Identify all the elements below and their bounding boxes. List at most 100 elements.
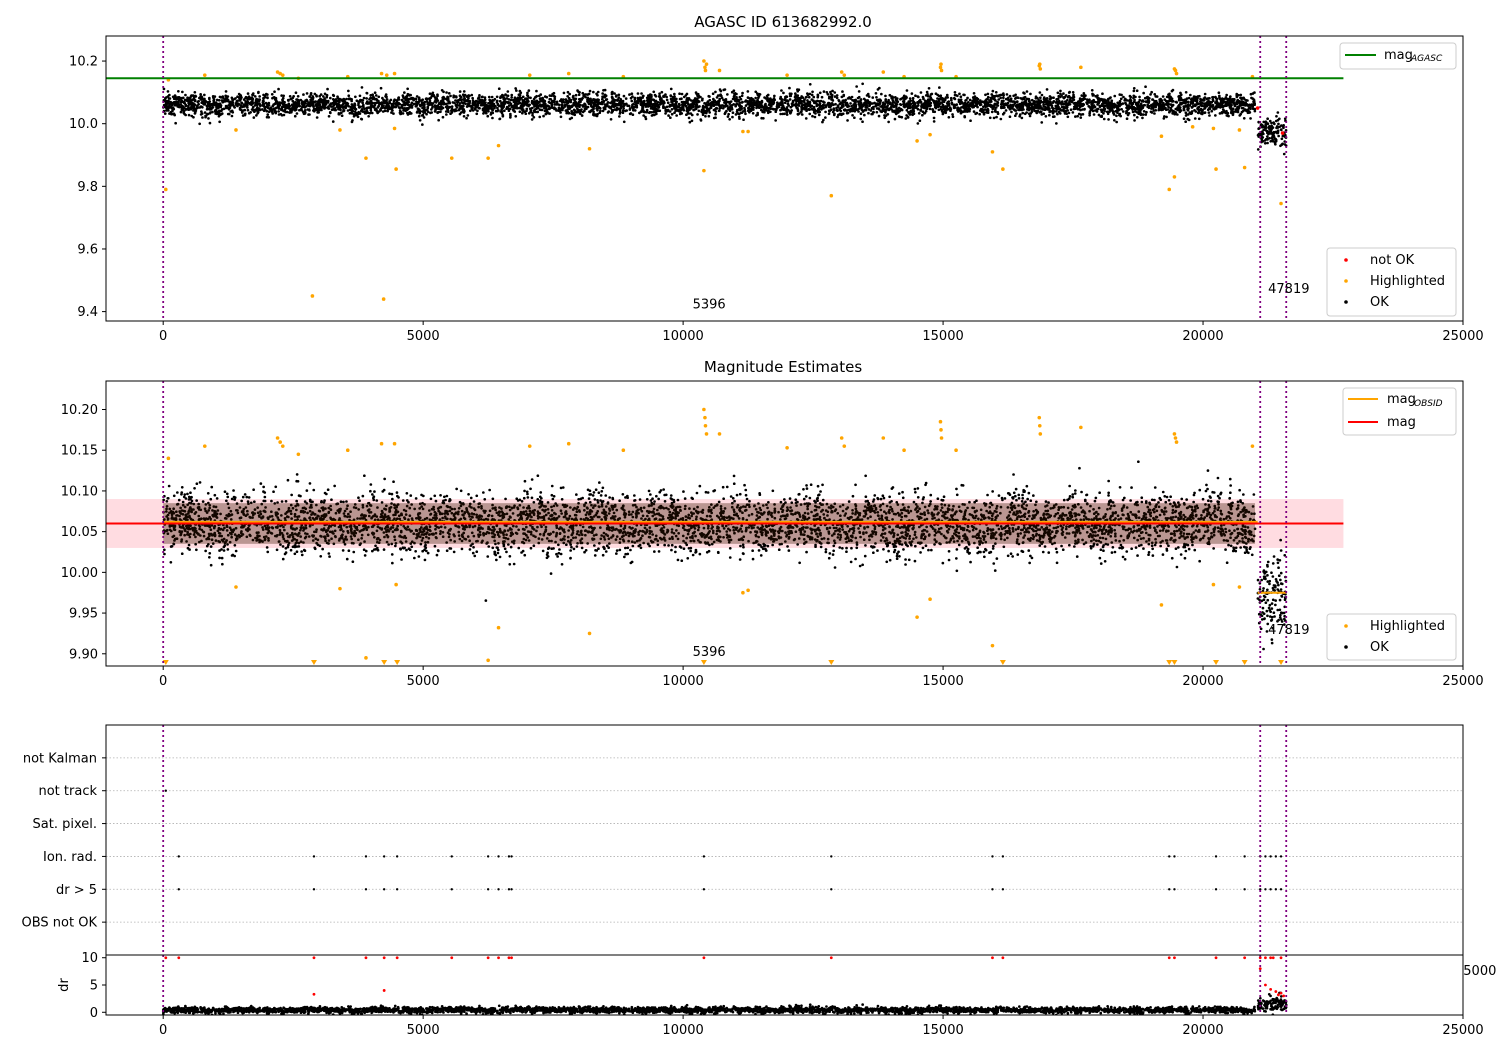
highlighted-point [392, 71, 397, 76]
highlighted-point [338, 586, 342, 591]
highlighted-point [278, 440, 282, 444]
x-tick-label: 25000 [1442, 674, 1483, 689]
flag-point [450, 855, 453, 858]
highlighted-point [704, 62, 709, 66]
panel-title: Magnitude Estimates [704, 358, 862, 376]
flag-point [830, 855, 833, 858]
flag-point [1279, 855, 1283, 858]
y-tick-label: 0 [90, 1006, 98, 1021]
highlighted-point [1037, 62, 1042, 66]
highlighted-point [939, 428, 943, 432]
highlighted-point [587, 631, 592, 636]
lower-limit-marker [1278, 660, 1285, 665]
highlighted-point [1173, 68, 1178, 73]
highlighted-point [717, 68, 722, 73]
highlighted-point [915, 139, 919, 143]
highlighted-point [939, 62, 943, 66]
not-ok-point [312, 956, 316, 960]
flag-point [364, 855, 368, 858]
y-tick-label: 10.10 [61, 484, 98, 499]
legend-marker-highlighted [1344, 279, 1348, 283]
flag-point [486, 855, 490, 858]
not-ok-point [1255, 106, 1260, 110]
flag-point [1001, 888, 1005, 891]
highlighted-point [1037, 415, 1042, 420]
lower-limit-marker [828, 660, 835, 665]
highlighted-point [384, 73, 389, 77]
lower-limit-marker [999, 660, 1006, 665]
legend-label-sub-agasc: AGASC [1410, 54, 1443, 64]
flag-point [510, 855, 513, 858]
highlighted-point [990, 150, 995, 154]
not-ok-point [486, 956, 490, 960]
highlighted-point [1237, 128, 1242, 132]
not-ok-point [1214, 956, 1218, 960]
legend-label-mag: mag [1384, 48, 1413, 63]
axes-ticks: 0 5000 10000 15000 20000 25000 0 5 10 [81, 951, 1483, 1038]
axes-frame [105, 380, 1464, 667]
x-tick-label: 20000 [1182, 674, 1223, 689]
flag-point [1214, 888, 1218, 891]
panel-dr: 0 5000 10000 15000 20000 25000 0 5 10 dr [57, 951, 1500, 1038]
flag-point [991, 888, 994, 891]
x-tick-label: 20000 [1182, 1023, 1223, 1038]
highlighted-point [954, 448, 958, 453]
highlighted-point [394, 167, 398, 171]
lower-limit-marker [1241, 660, 1248, 665]
ok-points [1256, 991, 1288, 1015]
highlighted-point [717, 432, 722, 436]
flag-point [510, 888, 513, 891]
not-ok-point [1282, 994, 1286, 998]
x-tick-label: 25000 [1442, 1023, 1483, 1038]
highlighted-point [1172, 432, 1177, 436]
legend-label-sub-obsid: OBSID [1414, 399, 1443, 409]
legend-label-not-ok: not OK [1370, 253, 1415, 268]
highlighted-point [1038, 432, 1043, 436]
ok-points [162, 82, 1257, 126]
legend-mag-agasc: mag AGASC [1339, 42, 1457, 70]
flag-point [364, 888, 368, 891]
legend-marker-ok [1344, 645, 1348, 649]
highlighted-point [275, 70, 280, 74]
flag-point [1259, 888, 1262, 891]
flag-point [1274, 888, 1278, 891]
highlighted-point [449, 156, 454, 160]
y-tick-label: 9.8 [77, 180, 98, 195]
flag-point [1243, 855, 1246, 858]
highlighted-point [527, 73, 532, 77]
highlighted-point [166, 456, 171, 461]
point-annotation: 47819 [1268, 623, 1309, 638]
not-ok-point [1264, 956, 1267, 960]
y-tick-label: 10 [81, 951, 98, 966]
not-ok-point [1280, 131, 1285, 135]
highlighted-point [702, 59, 706, 63]
highlighted-point [915, 615, 919, 619]
y-tick-label: 10.15 [61, 444, 98, 459]
highlighted-point [741, 590, 745, 595]
highlighted-point [1079, 65, 1083, 70]
highlighted-point [1242, 165, 1247, 170]
highlighted-point [379, 441, 384, 446]
flag-point [312, 888, 316, 891]
highlighted-point [741, 129, 745, 134]
not-ok-point [382, 989, 386, 992]
not-ok-point [507, 956, 511, 960]
flag-point [507, 888, 511, 891]
lower-limit-marker [700, 660, 707, 665]
not-ok-point [382, 956, 386, 960]
x-tick-label: 0 [159, 674, 167, 689]
highlighted-point [703, 423, 708, 428]
y-tick-label: not track [38, 784, 97, 799]
flag-point [1279, 888, 1283, 891]
y-tick-label: OBS not OK [22, 916, 98, 931]
legend-label-mag-obsid: mag [1387, 392, 1416, 407]
panel-agasc: AGASC ID 613682992.0 5396 47819 0 5000 1000… [69, 13, 1484, 344]
point-annotation: 5396 [693, 645, 726, 660]
flag-point [1243, 888, 1246, 891]
highlighted-point [527, 444, 532, 448]
not-ok-point [364, 956, 368, 960]
plot-area: 5396 47819 [106, 381, 1344, 666]
y-tick-label: 9.6 [77, 242, 98, 257]
highlighted-point [703, 415, 707, 420]
